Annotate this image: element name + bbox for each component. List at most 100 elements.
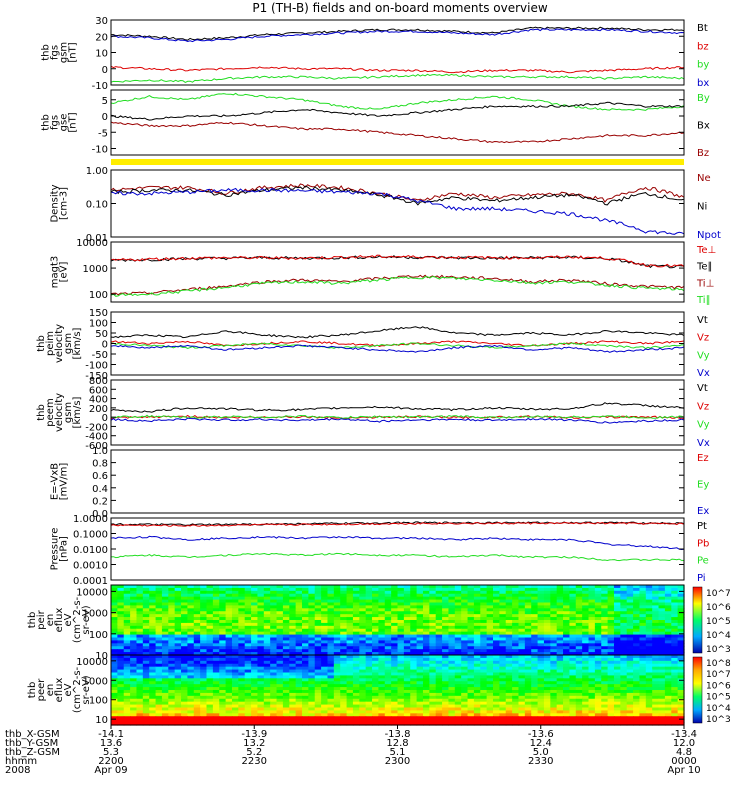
heatmap-cell bbox=[467, 710, 475, 714]
heatmap-cell bbox=[454, 687, 462, 691]
heatmap-cell bbox=[556, 695, 564, 700]
heatmap-cell bbox=[473, 692, 481, 697]
heatmap-cell bbox=[168, 637, 176, 642]
heatmap-cell bbox=[499, 695, 507, 700]
heatmap-cell bbox=[524, 628, 532, 633]
heatmap-cell bbox=[149, 695, 157, 700]
heatmap-cell bbox=[219, 666, 227, 671]
heatmap-cell bbox=[493, 681, 500, 685]
heatmap-cell bbox=[289, 657, 297, 662]
heatmap-cell bbox=[473, 649, 481, 653]
heatmap-cell bbox=[658, 617, 666, 621]
x-row-label: thb_Z-GSM bbox=[5, 747, 60, 758]
heatmap-cell bbox=[225, 625, 233, 630]
heatmap-cell bbox=[200, 681, 208, 685]
heatmap-cell bbox=[244, 596, 252, 601]
heatmap-cell bbox=[429, 684, 437, 688]
heatmap-cell bbox=[601, 622, 609, 627]
heatmap-cell bbox=[174, 585, 182, 589]
heatmap-cell bbox=[372, 634, 379, 639]
heatmap-cell bbox=[308, 646, 316, 650]
heatmap-cell bbox=[314, 675, 322, 679]
heatmap-cell bbox=[461, 620, 469, 624]
heatmap-cell bbox=[582, 587, 590, 592]
heatmap-cell bbox=[295, 646, 303, 650]
heatmap-cell bbox=[142, 678, 150, 682]
heatmap-cell bbox=[181, 666, 188, 671]
heatmap-cell bbox=[518, 692, 526, 697]
heatmap-cell bbox=[550, 643, 558, 647]
heatmap-cell bbox=[187, 710, 195, 714]
heatmap-cell bbox=[295, 652, 303, 656]
heatmap-cell bbox=[282, 657, 290, 662]
heatmap-cell bbox=[365, 622, 373, 627]
heatmap-cell bbox=[168, 675, 176, 679]
heatmap-cell bbox=[289, 617, 297, 621]
heatmap-cell bbox=[518, 593, 526, 598]
heatmap-cell bbox=[613, 672, 621, 677]
heatmap-cell bbox=[111, 716, 118, 720]
heatmap-cell bbox=[359, 593, 367, 598]
heatmap-cell bbox=[550, 707, 558, 712]
heatmap-cell bbox=[512, 681, 520, 685]
heatmap-cell bbox=[410, 585, 418, 589]
heatmap-cell bbox=[314, 620, 322, 624]
heatmap-cell bbox=[378, 640, 386, 644]
heatmap-cell bbox=[473, 669, 481, 674]
heatmap-cell bbox=[181, 710, 188, 714]
heatmap-cell bbox=[671, 620, 679, 624]
heatmap-cell bbox=[518, 643, 526, 647]
heatmap-cell bbox=[378, 701, 386, 706]
heatmap-cell bbox=[556, 646, 564, 650]
heatmap-cell bbox=[111, 628, 118, 633]
heatmap-cell bbox=[181, 646, 188, 650]
heatmap-cell bbox=[117, 672, 125, 677]
heatmap-cell bbox=[200, 646, 208, 650]
heatmap-cell bbox=[518, 590, 526, 595]
heatmap-cell bbox=[238, 707, 246, 712]
heatmap-cell bbox=[282, 617, 290, 621]
heatmap-cell bbox=[671, 628, 679, 633]
heatmap-cell bbox=[626, 608, 634, 612]
heatmap-cell bbox=[168, 681, 176, 685]
heatmap-cell bbox=[397, 605, 405, 609]
heatmap-cell bbox=[416, 643, 424, 647]
heatmap-cell bbox=[461, 657, 469, 662]
heatmap-cell bbox=[321, 587, 329, 592]
heatmap-cell bbox=[410, 713, 418, 717]
heatmap-cell bbox=[435, 622, 443, 627]
heatmap-cell bbox=[302, 652, 309, 656]
heatmap-cell bbox=[410, 637, 418, 642]
heatmap-cell bbox=[505, 695, 513, 700]
heatmap-cell bbox=[512, 660, 520, 665]
heatmap-cell bbox=[454, 710, 462, 714]
heatmap-cell bbox=[633, 713, 641, 717]
heatmap-cell bbox=[352, 614, 360, 618]
heatmap-cell bbox=[123, 719, 131, 723]
heatmap-cell bbox=[130, 596, 138, 601]
heatmap-cell bbox=[537, 669, 545, 674]
heatmap-cell bbox=[174, 640, 182, 644]
heatmap-cell bbox=[626, 698, 634, 703]
heatmap-cell bbox=[212, 707, 220, 712]
heatmap-cell bbox=[181, 684, 188, 688]
heatmap-cell bbox=[302, 660, 309, 665]
heatmap-cell bbox=[193, 625, 201, 630]
heatmap-cell bbox=[429, 710, 437, 714]
heatmap-cell bbox=[537, 672, 545, 677]
heatmap-cell bbox=[435, 649, 443, 653]
heatmap-cell bbox=[117, 640, 125, 644]
heatmap-cell bbox=[257, 640, 265, 644]
heatmap-cell bbox=[671, 698, 679, 703]
heatmap-cell bbox=[282, 704, 290, 709]
heatmap-cell bbox=[321, 605, 329, 609]
heatmap-cell bbox=[403, 652, 411, 656]
heatmap-cell bbox=[391, 710, 399, 714]
heatmap-cell bbox=[645, 666, 653, 671]
heatmap-cell bbox=[563, 704, 570, 709]
heatmap-cell bbox=[251, 640, 259, 644]
heatmap-cell bbox=[607, 640, 615, 644]
heatmap-cell bbox=[123, 698, 131, 703]
heatmap-cell bbox=[251, 678, 259, 682]
heatmap-cell bbox=[295, 634, 303, 639]
